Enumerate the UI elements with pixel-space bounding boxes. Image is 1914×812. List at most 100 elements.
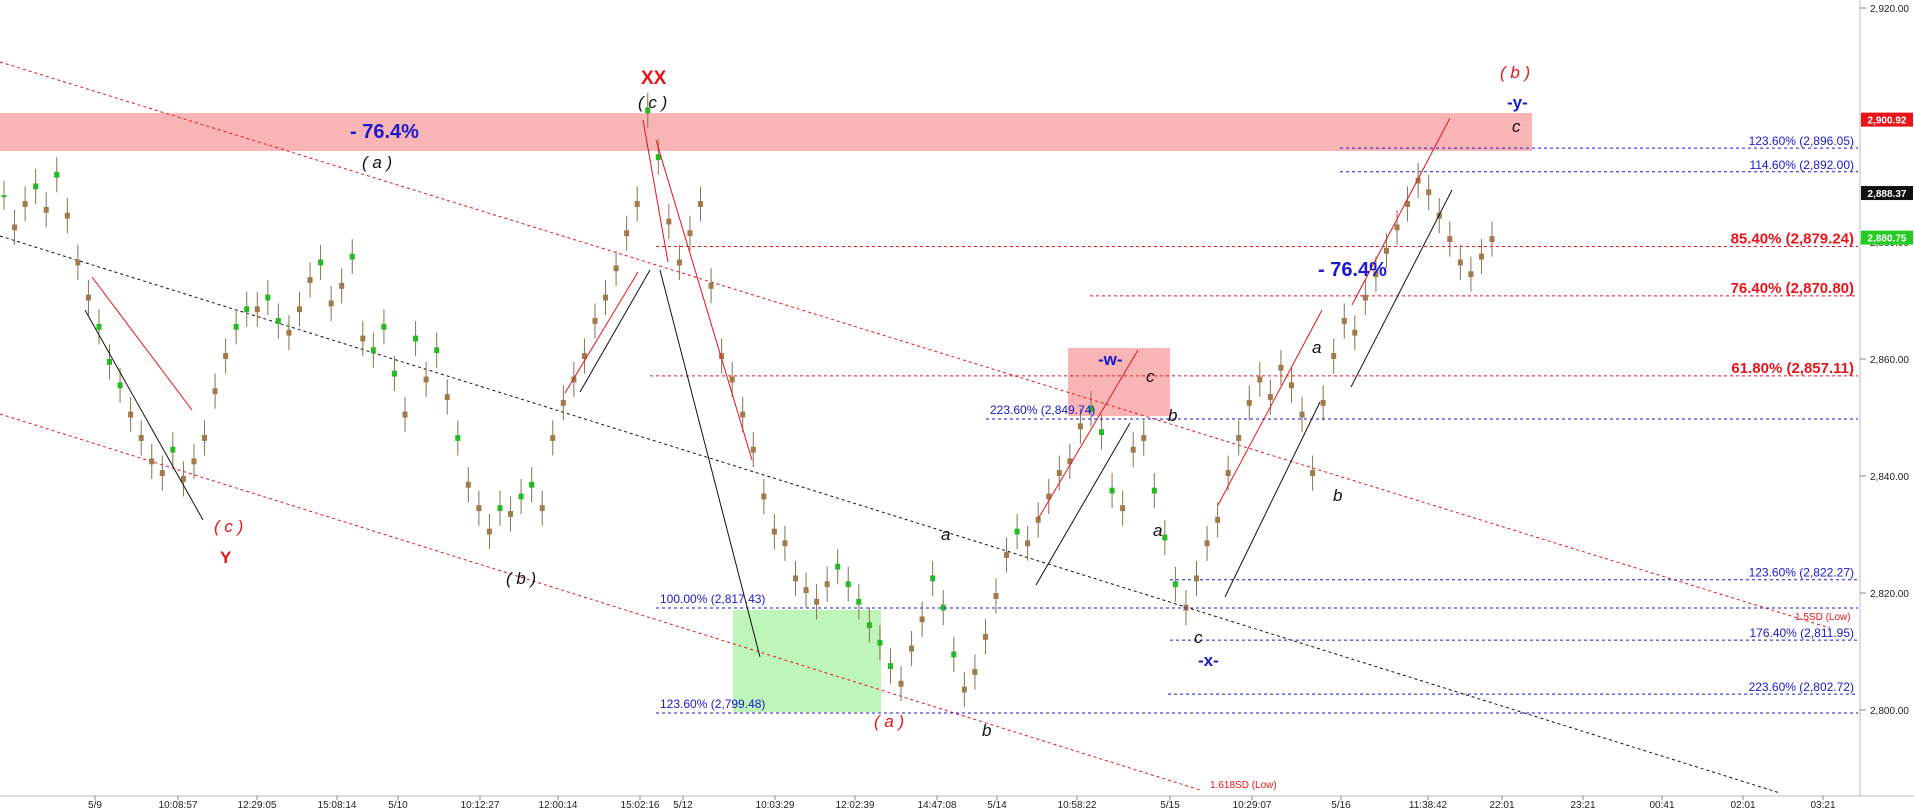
candle-body — [244, 306, 250, 313]
candle-body — [1, 195, 7, 198]
candle-body — [434, 347, 440, 354]
wave-label-y: Y — [220, 548, 232, 567]
candle-body — [33, 183, 39, 190]
candle-body — [634, 201, 640, 207]
candle-body — [803, 587, 809, 593]
candle-body — [486, 528, 492, 535]
channel-note-1-5sd: 1.5SD (Low) — [1795, 612, 1851, 623]
candle-body — [729, 376, 735, 383]
candle-body — [1141, 435, 1147, 441]
candle-body — [85, 294, 91, 301]
candle-body — [1215, 516, 1221, 523]
candle-body — [1310, 470, 1316, 476]
price-badge-label: 2,888.37 — [1868, 189, 1907, 200]
candle-body — [719, 353, 725, 359]
candle-body — [1468, 271, 1474, 278]
x-tick-label: 11:38:42 — [1409, 800, 1448, 811]
candle-body — [592, 318, 598, 324]
candle-body — [1415, 177, 1421, 184]
x-tick-label: 5/15 — [1160, 800, 1180, 811]
x-tick-label: 10:12:27 — [461, 800, 500, 811]
candle-body — [1004, 552, 1010, 558]
candle-body — [455, 435, 461, 441]
candle-body — [1352, 329, 1358, 336]
x-tick-label: 12:29:05 — [238, 800, 277, 811]
x-tick-label: 03:21 — [1810, 800, 1835, 811]
candle-body — [286, 329, 292, 336]
candle-body — [413, 335, 419, 342]
x-tick-label: 02:01 — [1730, 800, 1755, 811]
x-tick-label: 5/10 — [388, 800, 408, 811]
candle-body — [1236, 435, 1242, 441]
candle-body — [64, 212, 70, 219]
x-tick-label: 00:41 — [1649, 800, 1674, 811]
wave-trend-line — [1350, 189, 1453, 388]
wave-label-red-b: ( b ) — [1500, 63, 1530, 82]
candle-body — [1035, 516, 1041, 523]
candle-body — [54, 171, 60, 178]
candle-body — [1109, 487, 1115, 494]
candle-body — [835, 563, 841, 570]
candle-body — [138, 435, 144, 441]
candle-body — [96, 323, 102, 330]
candle-body — [149, 458, 155, 465]
candle-body — [1130, 446, 1136, 453]
candle-body — [1257, 376, 1263, 383]
candle-body — [919, 616, 925, 623]
candle-body — [1172, 581, 1178, 588]
x-tick-label: 15:02:16 — [621, 800, 660, 811]
wave-label-b3: b — [1333, 486, 1342, 505]
candle-body — [497, 505, 503, 512]
x-tick-label: 12:00:14 — [539, 800, 578, 811]
candle-body — [571, 376, 577, 383]
candle-body — [1373, 271, 1379, 278]
wave-label-a1: a — [941, 525, 950, 544]
x-tick-label: 10:29:07 — [1233, 800, 1272, 811]
inner-level-label: 223.60% (2,849.74) — [990, 403, 1095, 417]
candle-body — [202, 435, 208, 441]
candle-body — [613, 265, 619, 272]
candle-body — [1383, 247, 1389, 254]
candle-body — [603, 294, 609, 301]
price-badge — [1861, 186, 1913, 201]
candle-body — [581, 353, 587, 359]
candle-body — [43, 206, 49, 213]
candle-body — [866, 622, 872, 629]
candle-body — [1457, 259, 1463, 266]
candle-body — [655, 154, 661, 161]
candle-body — [792, 575, 798, 582]
candle-body — [296, 306, 302, 313]
candle-body — [951, 651, 957, 658]
candle-body — [1046, 493, 1052, 500]
candle-body — [761, 493, 767, 500]
candle-body — [698, 201, 704, 207]
x-tick-label: 5/9 — [88, 800, 102, 811]
fib-level-label: 76.40% (2,870.80) — [1731, 280, 1854, 297]
candle-body — [444, 394, 450, 400]
candle-body — [265, 294, 271, 301]
candle-body — [1278, 364, 1284, 371]
candle-body — [1288, 382, 1294, 389]
candle-body — [508, 511, 514, 517]
candle-body — [75, 259, 81, 266]
wave-trend-line — [1224, 401, 1321, 598]
y-tick-label: 2,820.00 — [1870, 589, 1909, 600]
candle-body — [1489, 236, 1495, 242]
candle-body — [782, 540, 788, 547]
candle-body — [360, 335, 366, 342]
candle-body — [1099, 429, 1105, 436]
candle-body — [687, 230, 693, 237]
candle-body — [518, 493, 524, 500]
x-tick-label: 22:01 — [1489, 800, 1514, 811]
wave-label-w: -w- — [1098, 350, 1123, 369]
candle-body — [856, 598, 862, 605]
candle-body — [1341, 318, 1347, 324]
inner-level-label: 100.00% (2,817.43) — [660, 592, 765, 606]
retracement-label-right: - 76.4% — [1318, 259, 1387, 281]
resistance-zone-top — [0, 113, 1532, 151]
candle-body — [1267, 394, 1273, 400]
wave-label-black-c: ( c ) — [638, 93, 667, 112]
candle-body — [887, 663, 893, 670]
retracement-label-left: - 76.4% — [350, 121, 419, 143]
candle-body — [180, 476, 186, 482]
